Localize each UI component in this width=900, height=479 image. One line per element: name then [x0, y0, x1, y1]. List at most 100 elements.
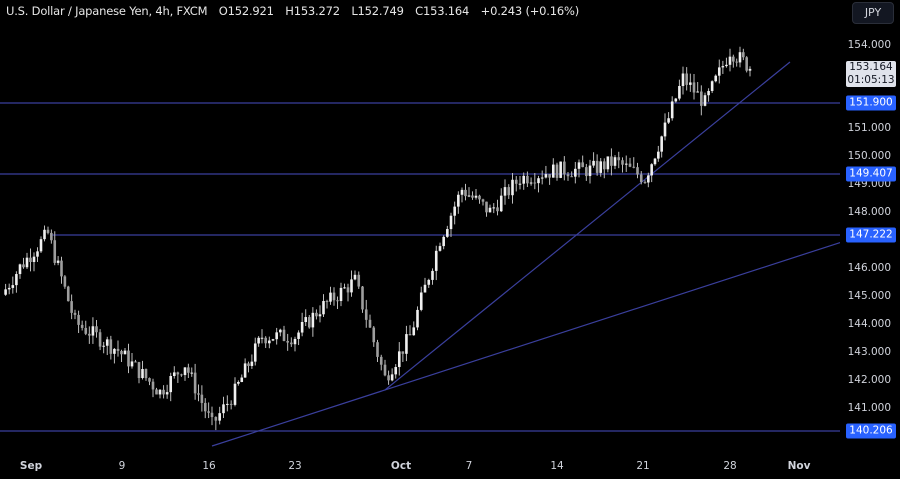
candle-body: [423, 284, 427, 293]
time-tick: 28: [723, 460, 737, 472]
candle-body: [376, 342, 379, 357]
candle-body: [685, 73, 688, 85]
candle-body: [80, 324, 84, 328]
candle-body: [253, 343, 257, 362]
candle-body: [332, 292, 336, 301]
candle-body: [574, 168, 577, 177]
candle-body: [84, 327, 88, 334]
candle-body: [247, 363, 250, 366]
candle-body: [187, 367, 190, 373]
price-tick: 150.000: [847, 150, 891, 162]
chart-plot-area[interactable]: [0, 0, 849, 455]
candle-body: [742, 52, 745, 58]
price-tick: 143.000: [847, 346, 891, 358]
time-axis[interactable]: Sep 9 16 23 Oct 7 14 21 28 Nov: [0, 460, 840, 479]
candle-body: [329, 292, 332, 302]
candle-body: [162, 389, 165, 395]
candle-body: [387, 375, 390, 381]
candle-body: [449, 215, 453, 230]
candle-body: [710, 81, 714, 91]
price-tick: 145.000: [847, 290, 891, 302]
candle-body: [286, 340, 289, 343]
symbol-title: U.S. Dollar / Japanese Yen, 4h, FXCM: [6, 4, 208, 18]
price-tick: 148.000: [847, 206, 891, 218]
candle-body: [442, 236, 445, 247]
candle-body: [268, 340, 271, 344]
candle-body: [434, 250, 438, 271]
candle-body: [552, 164, 555, 178]
candle-body: [650, 164, 653, 176]
candle-body: [555, 164, 559, 178]
price-tick: 146.000: [847, 262, 891, 274]
candle-body: [721, 66, 725, 68]
candle-body: [529, 182, 533, 184]
price-axis[interactable]: 154.000 151.000 150.000 149.000 148.000 146.0…: [840, 0, 900, 479]
candle-body: [190, 372, 194, 374]
candle-body: [563, 161, 566, 175]
candle-body: [647, 175, 650, 183]
ohlc-high: H153.272: [285, 4, 340, 18]
candle-body: [137, 362, 141, 379]
candle-body: [514, 179, 518, 184]
candle-body: [696, 91, 699, 93]
candle-body: [364, 309, 368, 320]
candle-body: [372, 327, 376, 343]
candle-body: [300, 322, 304, 333]
candle-body: [46, 229, 50, 233]
candle-body: [203, 402, 207, 412]
candle-body: [36, 251, 39, 257]
candle-body: [260, 337, 264, 339]
candle-body: [735, 61, 738, 63]
price-tick: 142.000: [847, 374, 891, 386]
candle-body: [717, 67, 721, 76]
candle-body: [307, 317, 311, 328]
candle-body: [169, 376, 173, 393]
trendline-lower: [211, 239, 849, 447]
candle-body: [77, 314, 80, 325]
candlestick-chart[interactable]: [0, 0, 849, 455]
candle-body: [243, 363, 247, 378]
candle-body: [548, 174, 551, 178]
candle-body: [602, 161, 606, 170]
candle-body: [66, 286, 70, 302]
candle-body: [25, 257, 29, 268]
candle-body: [130, 361, 134, 367]
candle-body: [408, 334, 412, 336]
candle-body: [485, 201, 488, 213]
candle-body: [339, 287, 343, 302]
price-level-tag: 140.206: [846, 423, 896, 439]
currency-button[interactable]: JPY: [852, 2, 894, 24]
price-tick: 141.000: [847, 402, 891, 414]
candle-body: [570, 176, 573, 178]
trendline-main: [384, 61, 791, 391]
bar-countdown: 01:05:13: [847, 74, 895, 86]
candle-body: [660, 136, 663, 152]
ohlc-open: O152.921: [218, 4, 274, 18]
candle-body: [105, 339, 109, 346]
candle-body: [226, 403, 229, 405]
candle-body: [416, 309, 419, 328]
candle-body: [50, 232, 53, 241]
candle-body: [390, 374, 394, 381]
candle-body: [240, 377, 244, 382]
candle-body: [123, 350, 127, 355]
price-level-tag: 149.407: [846, 166, 896, 182]
candle-body: [732, 56, 735, 62]
candle-body: [22, 264, 25, 268]
price-level-tag: 151.900: [846, 95, 896, 111]
candle-body: [621, 160, 624, 165]
candle-body: [559, 161, 562, 178]
time-tick: Oct: [390, 460, 412, 472]
candle-body: [233, 383, 237, 405]
candle-body: [636, 167, 639, 175]
candle-body: [229, 403, 233, 405]
candle-body: [438, 246, 442, 251]
candle-body: [464, 189, 467, 197]
candle-body: [577, 162, 581, 169]
candle-body: [566, 174, 570, 177]
candle-body: [346, 287, 350, 293]
candle-body: [643, 181, 647, 183]
candle-body: [165, 392, 169, 395]
candle-body: [297, 332, 300, 339]
candle-body: [397, 351, 401, 368]
